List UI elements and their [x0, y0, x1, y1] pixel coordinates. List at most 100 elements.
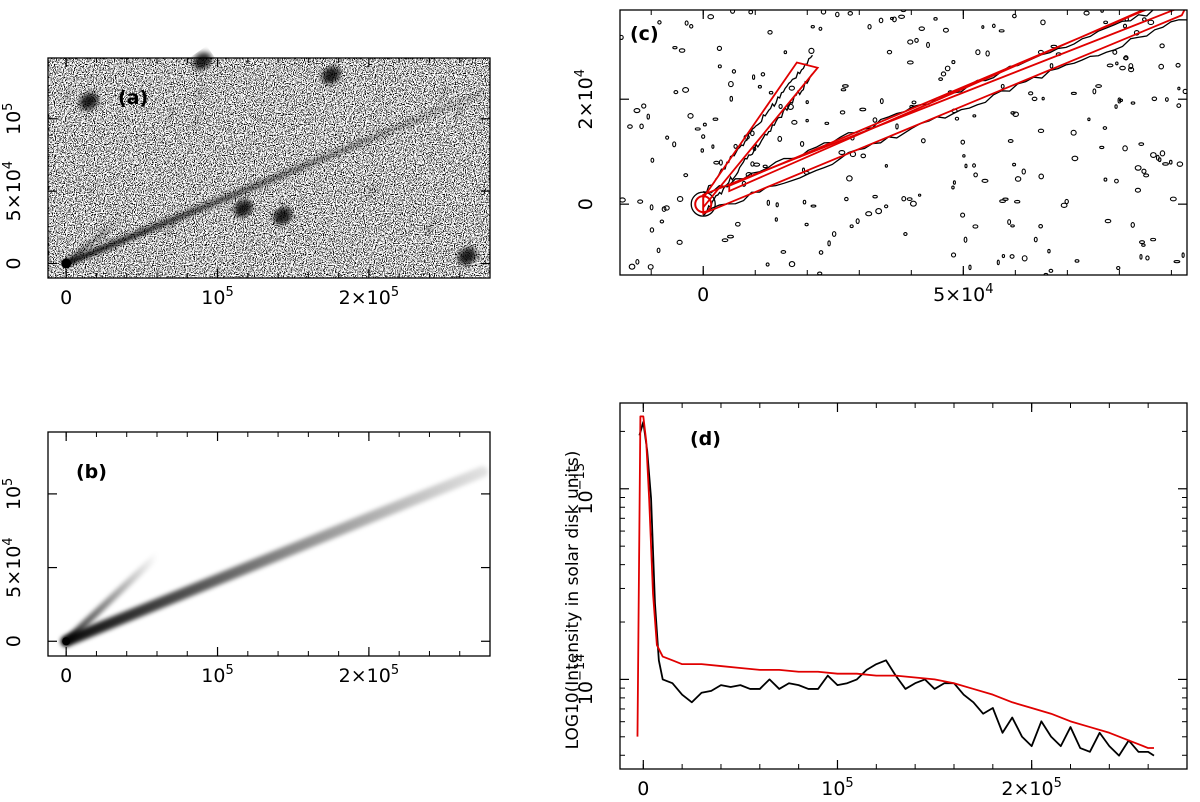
- panel-b-x-tick-label-0: 0: [60, 665, 72, 687]
- panel-c-noise-contour: [1037, 128, 1045, 134]
- panel-a-y-tick-label-0: 0: [3, 257, 25, 269]
- panel-c-noise-contour: [787, 103, 794, 110]
- panel-c-noise-contour: [981, 25, 985, 29]
- panel-b-y-tick-label-2: 105: [1, 478, 25, 510]
- panel-c-noise-contour: [1049, 63, 1054, 69]
- panel-c-noise-contour: [907, 39, 914, 45]
- panel-c-noise-contour: [998, 29, 1005, 33]
- panel-a-star-1: [193, 52, 212, 70]
- panel-c-noise-contour: [717, 64, 722, 69]
- panel-c-noise-contour: [656, 247, 661, 254]
- panel-a-label: (a): [118, 87, 148, 109]
- panel-c-noise-contour: [972, 163, 977, 168]
- panel-c-noise-contour: [918, 26, 926, 31]
- panel-c-noise-contour: [960, 139, 966, 145]
- panel-a-star-trail: [190, 112, 204, 130]
- panel-a-y-tick-label-1: 5×104: [1, 161, 25, 221]
- panel-c-noise-contour: [883, 204, 889, 209]
- panel-c-noise-contour: [911, 100, 917, 105]
- panel-c-noise-contour: [1114, 104, 1118, 109]
- panel-c-noise-contour: [1134, 187, 1142, 193]
- panel-c-noise-contour: [682, 87, 690, 93]
- panel-b-x-tick-label-2: 2×105: [339, 663, 399, 687]
- panel-c-noise-contour: [639, 123, 644, 130]
- panel-a-star-3: [233, 199, 253, 218]
- panel-c-noise-contour: [1115, 61, 1119, 66]
- panel-c-noise-contour: [694, 127, 701, 131]
- panel-c-noise-contour: [672, 45, 678, 50]
- panel-c-noise-contour: [716, 45, 723, 51]
- panel-c-noise-contour: [824, 121, 830, 126]
- panel-c-noise-contour: [1175, 62, 1181, 68]
- panel-c-noise-contour: [1122, 23, 1128, 29]
- panel-c-noise-contour: [804, 222, 809, 227]
- panel-c-noise-contour: [780, 250, 787, 254]
- panel-c-noise-contour: [718, 159, 723, 166]
- panel-c-noise-contour: [938, 77, 944, 81]
- panel-c-noise-contour: [810, 24, 815, 29]
- panel-d-frame: [619, 402, 1188, 770]
- panel-c-noise-contour: [712, 117, 719, 121]
- panel-c-noise-contour: [878, 17, 884, 24]
- panel-c-noise-contour: [968, 264, 972, 271]
- panel-a-star-trail: [95, 227, 109, 245]
- panel-c-noise-contour: [849, 224, 854, 229]
- panel-c-noise-contour: [762, 164, 768, 169]
- panel-c-noise-contour: [872, 117, 878, 123]
- panel-c-noise-contour: [1114, 178, 1119, 184]
- panel-c-noise-contour: [805, 118, 809, 123]
- panel-c-noise-contour: [1060, 202, 1068, 208]
- panel-d-x-tick-label-1: 105: [821, 776, 853, 800]
- panel-c-noise-contour: [775, 202, 779, 208]
- panel-c-noise-contour: [1164, 97, 1169, 102]
- panel-c-noise-contour: [1071, 155, 1079, 162]
- panel-c-noise-contour: [1162, 162, 1169, 166]
- panel-c-noise-contour: [1087, 117, 1091, 122]
- panel-c-noise-contour: [963, 236, 968, 243]
- panel-d-x-tick-label-0: 0: [637, 778, 649, 800]
- panel-c-noise-contour: [855, 218, 860, 225]
- panel-a-star-trail: [364, 182, 378, 201]
- panel-c-noise-contour: [889, 16, 894, 21]
- panel-c-noise-contour: [805, 100, 809, 105]
- panel-a-x-tick-label-0: 0: [60, 287, 72, 309]
- panel-c-noise-contour: [635, 259, 640, 265]
- panel-c-noise-contour: [707, 14, 715, 20]
- panel-c-noise-contour: [1010, 111, 1016, 115]
- panel-c-noise-contour: [748, 10, 754, 15]
- panel-c-label: (c): [630, 23, 659, 45]
- panel-c-noise-contour: [820, 10, 827, 15]
- panel-c-noise-contour: [1014, 176, 1022, 182]
- panel-c-noise-contour: [1095, 84, 1102, 88]
- panel-c-noise-contour: [1012, 162, 1017, 167]
- panel-d-label: (d): [690, 428, 721, 450]
- panel-c-noise-contour: [933, 16, 938, 21]
- panel-c-noise-contour: [1083, 10, 1090, 16]
- panel-c-noise-contour: [730, 10, 736, 14]
- panel-c-noise-contour: [1130, 101, 1136, 105]
- panel-b-main-tail: [60, 466, 488, 647]
- panel-c-noise-contour: [649, 227, 655, 233]
- panel-c-noise-contour: [766, 199, 771, 206]
- panel-c-plot-area: [620, 10, 1187, 275]
- panel-c-noise-contour: [808, 47, 815, 54]
- panel-c-noise-contour: [1176, 103, 1182, 108]
- panel-c-noise-contour: [909, 200, 917, 207]
- panel-c-noise-contour: [628, 263, 636, 270]
- panel-c-noise-contour: [650, 157, 655, 163]
- panel-c-noise-contour: [1168, 159, 1173, 165]
- panel-c-noise-contour: [1064, 198, 1069, 205]
- panel-c-noise-contour: [831, 231, 837, 237]
- panel-c-noise-contour: [886, 49, 893, 55]
- panel-c-noise-contour: [1010, 224, 1015, 228]
- panel-c-noise-contour: [1151, 96, 1158, 102]
- panel-c-noise-contour: [1103, 20, 1109, 25]
- panel-c-noise-contour: [1038, 223, 1044, 229]
- panel-c-noise-contour: [835, 11, 840, 18]
- panel-c-noise-contour: [842, 84, 849, 88]
- panel-a-star-trail: [164, 219, 177, 238]
- panel-c-noise-contour: [1047, 248, 1051, 254]
- panel-c-noise-contour: [765, 262, 770, 267]
- panel-c-model-nucleus-contour: [694, 195, 713, 214]
- panel-c-noise-contour: [659, 219, 665, 224]
